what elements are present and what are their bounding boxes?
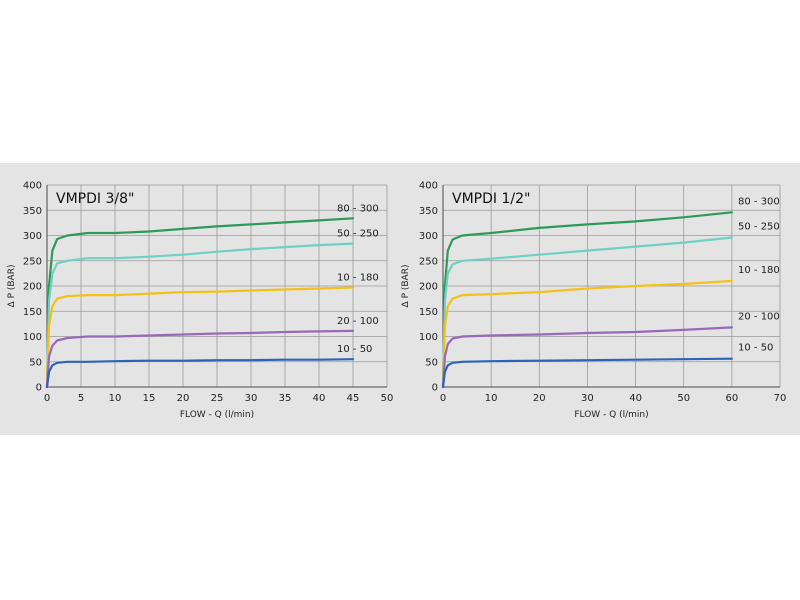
x-tick-label: 10 bbox=[485, 393, 498, 404]
series-line-10-50 bbox=[45, 358, 355, 389]
series-line-20-100 bbox=[441, 326, 733, 389]
series-line-10-180 bbox=[441, 279, 733, 389]
x-tick-label: 10 bbox=[109, 393, 122, 404]
x-tick-label: 20 bbox=[533, 393, 546, 404]
series-label-10-50: 10 - 50 bbox=[738, 343, 773, 354]
y-tick-label: 0 bbox=[432, 383, 438, 394]
series-label-80-300: 80 - 300 bbox=[337, 203, 379, 214]
x-tick-label: 15 bbox=[143, 393, 156, 404]
x-tick-label: 45 bbox=[347, 393, 360, 404]
x-tick-label: 30 bbox=[245, 393, 258, 404]
series-label-10-50: 10 - 50 bbox=[337, 344, 372, 355]
y-axis-label: Δ P (BAR) bbox=[401, 265, 411, 308]
y-tick-label: 150 bbox=[419, 307, 438, 318]
y-tick-label: 0 bbox=[36, 383, 42, 394]
series-label-50-250: 50 - 250 bbox=[337, 229, 379, 240]
series-label-20-100: 20 - 100 bbox=[337, 316, 379, 327]
y-tick-label: 400 bbox=[23, 181, 42, 192]
y-tick-label: 250 bbox=[419, 256, 438, 267]
y-tick-label: 50 bbox=[29, 357, 42, 368]
x-tick-label: 60 bbox=[725, 393, 738, 404]
y-tick-label: 150 bbox=[23, 307, 42, 318]
y-tick-label: 100 bbox=[419, 332, 438, 343]
x-tick-label: 20 bbox=[177, 393, 190, 404]
series-label-10-180: 10 - 180 bbox=[337, 273, 379, 284]
y-tick-label: 350 bbox=[23, 206, 42, 217]
series-line-20-100 bbox=[45, 329, 355, 389]
x-tick-label: 50 bbox=[381, 393, 394, 404]
x-axis-label: FLOW - Q (l/min) bbox=[180, 410, 254, 420]
x-tick-label: 0 bbox=[44, 393, 50, 404]
y-tick-label: 300 bbox=[23, 231, 42, 242]
chart-vmpdi-1-2: 0 50 100 150 200 250 300 350 400 0 10 20 30 40 50 60 70 V… bbox=[401, 181, 787, 421]
y-tick-label: 300 bbox=[419, 231, 438, 242]
x-tick-label: 40 bbox=[313, 393, 326, 404]
series-label-10-180: 10 - 180 bbox=[738, 265, 780, 276]
y-tick-label: 250 bbox=[23, 256, 42, 267]
y-tick-label: 200 bbox=[419, 282, 438, 293]
y-tick-label: 200 bbox=[23, 282, 42, 293]
series-line-10-180 bbox=[45, 286, 355, 389]
x-tick-label: 25 bbox=[211, 393, 224, 404]
x-tick-label: 40 bbox=[629, 393, 642, 404]
x-axis-label: FLOW - Q (l/min) bbox=[574, 410, 648, 420]
chart-title: VMPDI 1/2" bbox=[452, 191, 530, 207]
series-label-80-300: 80 - 300 bbox=[738, 196, 780, 207]
y-tick-label: 50 bbox=[425, 357, 438, 368]
y-tick-label: 100 bbox=[23, 332, 42, 343]
series-label-20-100: 20 - 100 bbox=[738, 311, 780, 322]
chart-panel: 0 50 100 150 200 250 300 350 400 0 5 10 15 20 25 30 35 40… bbox=[0, 163, 800, 435]
series-line-50-250 bbox=[441, 236, 733, 389]
series-line-50-250 bbox=[45, 242, 355, 389]
series-line-80-300 bbox=[45, 217, 355, 389]
series-label-50-250: 50 - 250 bbox=[738, 222, 780, 233]
x-tick-label: 0 bbox=[440, 393, 446, 404]
series-line-10-50 bbox=[441, 357, 733, 389]
y-axis-label: Δ P (BAR) bbox=[7, 265, 17, 308]
x-tick-label: 35 bbox=[279, 393, 292, 404]
x-tick-label: 30 bbox=[581, 393, 594, 404]
y-tick-label: 350 bbox=[419, 206, 438, 217]
x-tick-label: 50 bbox=[677, 393, 690, 404]
y-tick-label: 400 bbox=[419, 181, 438, 192]
series-line-80-300 bbox=[441, 211, 733, 389]
x-tick-label: 70 bbox=[774, 393, 787, 404]
chart-vmpdi-3-8: 0 50 100 150 200 250 300 350 400 0 5 10 15 20 25 30 35 40… bbox=[7, 181, 394, 421]
chart-title: VMPDI 3/8" bbox=[56, 191, 134, 207]
x-tick-label: 5 bbox=[78, 393, 84, 404]
